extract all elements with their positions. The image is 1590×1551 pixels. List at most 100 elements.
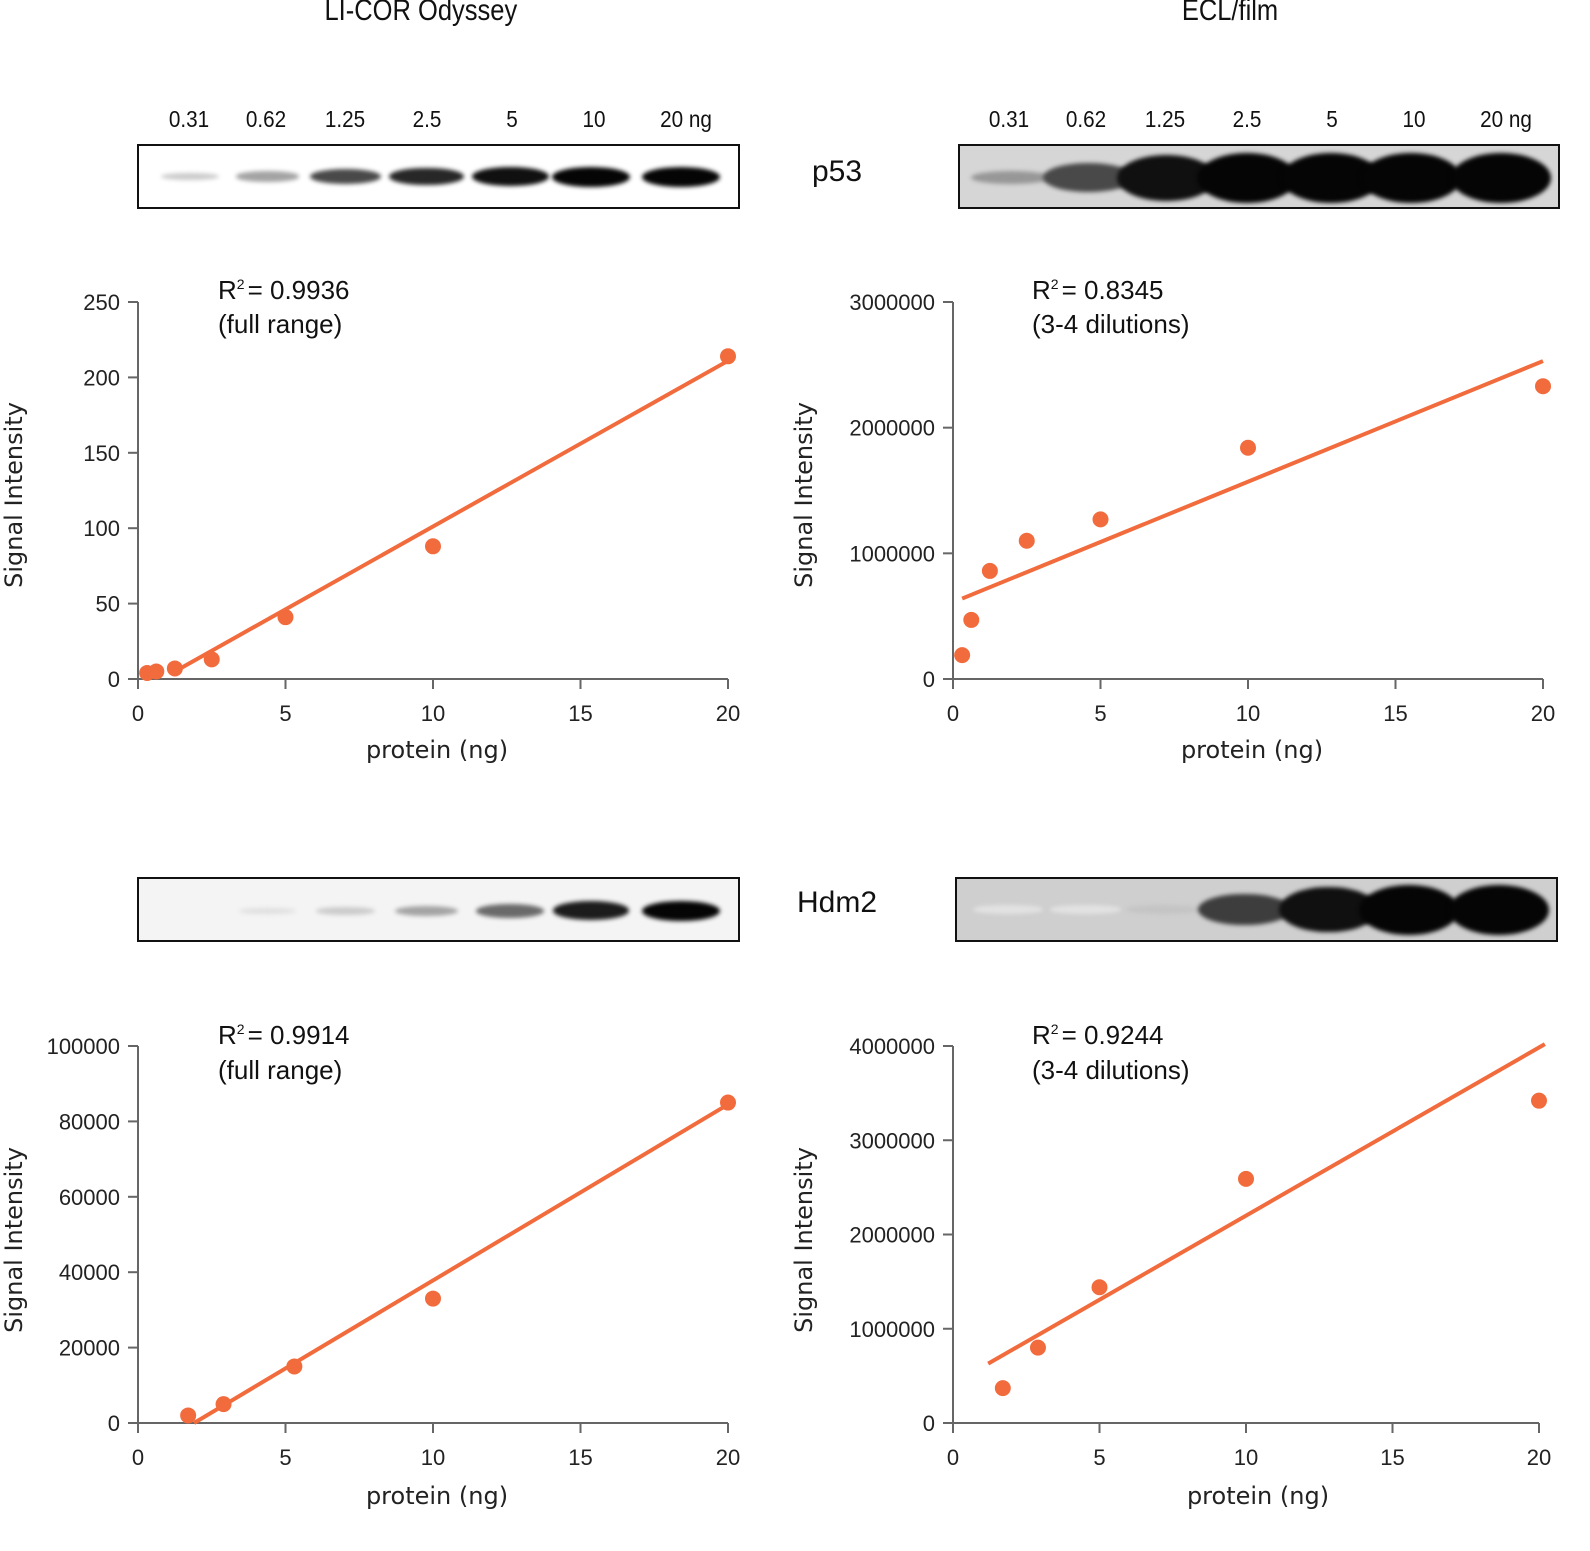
blot-band <box>476 903 545 918</box>
lane-labels-licor: 0.31 0.62 1.25 2.5 5 10 20 ng <box>0 106 800 136</box>
lane-label: 0.31 <box>168 106 210 132</box>
y-axis-title: Signal Intensity <box>790 402 818 588</box>
x-axis-title: protein (ng) <box>1187 1482 1329 1510</box>
r-value: = 0.9244 <box>1062 1020 1164 1050</box>
r-superscript: 2 <box>1051 276 1059 292</box>
fit-line <box>193 1102 730 1425</box>
x-tick-label: 10 <box>421 701 445 726</box>
data-point <box>425 1290 441 1307</box>
y-tick-label: 0 <box>923 667 935 692</box>
data-point <box>148 663 165 680</box>
x-tick-label: 10 <box>1234 1445 1258 1470</box>
blot-band <box>1359 884 1460 935</box>
fit-line <box>987 1042 1546 1366</box>
x-tick-label: 5 <box>279 701 291 726</box>
y-tick-label: 80000 <box>59 1109 120 1134</box>
blot-image-ecl-p53 <box>958 144 1560 209</box>
blot-band <box>239 907 297 914</box>
r-squared-annotation: R2 = 0.9914 <box>218 1020 350 1050</box>
x-tick-label: 20 <box>1531 701 1555 726</box>
x-axis-title: protein (ng) <box>366 736 508 764</box>
r-label: R <box>1032 275 1051 305</box>
lane-label: 0.31 <box>988 106 1030 132</box>
blot-band <box>1451 152 1552 203</box>
chart-ecl-p53: Signal Intensity protein (ng) R2 = 0.8345… <box>790 275 1555 764</box>
data-point <box>1029 1339 1046 1356</box>
fit-line <box>961 359 1544 601</box>
blot-band <box>642 166 721 187</box>
protein-label-p53: p53 <box>812 155 863 188</box>
y-tick-label: 1000000 <box>849 541 935 566</box>
data-point <box>166 660 183 677</box>
blot-band <box>316 906 375 915</box>
fit-range-annotation: (3-4 dilutions) <box>1032 1055 1190 1085</box>
r-value: = 0.9914 <box>248 1020 350 1050</box>
blot-image-licor-p53 <box>137 144 740 209</box>
column-title-licor: LI-COR Odyssey <box>324 0 518 27</box>
blot-band <box>970 171 1052 185</box>
protein-label-hdm2: Hdm2 <box>797 886 878 919</box>
blot-band <box>553 901 630 920</box>
y-tick-label: 100 <box>83 516 120 541</box>
y-tick-label: 60000 <box>59 1185 120 1210</box>
y-axis-title: Signal Intensity <box>0 402 28 588</box>
data-point <box>720 1094 736 1111</box>
y-tick-label: 100000 <box>47 1034 120 1059</box>
blot-band <box>1197 152 1298 203</box>
lane-label: 2.5 <box>1232 106 1262 132</box>
data-point <box>994 1380 1011 1397</box>
lane-label: 5 <box>1326 106 1338 132</box>
y-tick-label: 1000000 <box>849 1317 935 1342</box>
data-point <box>286 1358 303 1375</box>
data-point <box>203 651 220 668</box>
y-tick-label: 0 <box>923 1411 935 1436</box>
fit-line <box>173 359 729 674</box>
lane-label: 20 ng <box>660 106 712 132</box>
blot-band <box>471 166 549 187</box>
r-label: R <box>218 275 237 305</box>
r-superscript: 2 <box>237 1021 245 1037</box>
y-tick-label: 150 <box>83 441 120 466</box>
blot-band <box>1126 905 1201 914</box>
data-point <box>180 1407 197 1424</box>
data-point <box>720 348 736 365</box>
blot-band <box>1050 905 1122 914</box>
x-tick-label: 20 <box>716 701 740 726</box>
y-tick-label: 50 <box>96 592 120 617</box>
blot-band <box>395 905 458 916</box>
r-label: R <box>1032 1020 1051 1050</box>
r-superscript: 2 <box>1051 1021 1059 1037</box>
y-tick-label: 20000 <box>59 1336 120 1361</box>
data-point <box>1240 439 1256 456</box>
blot-band <box>309 168 382 185</box>
x-tick-label: 5 <box>1093 1445 1105 1470</box>
lane-label: 10 <box>1402 106 1426 132</box>
lane-labels-ecl: 0.31 0.62 1.25 2.5 5 10 20 ng <box>0 106 1590 136</box>
data-point <box>954 647 971 664</box>
r-squared-annotation: R2 = 0.9936 <box>218 275 350 305</box>
blot-band <box>1361 152 1462 203</box>
x-tick-label: 15 <box>1380 1445 1404 1470</box>
x-tick-label: 15 <box>1383 701 1407 726</box>
r-value: = 0.9936 <box>248 275 350 305</box>
blot-band <box>389 167 464 186</box>
y-tick-label: 3000000 <box>849 1128 935 1153</box>
y-tick-label: 250 <box>83 290 120 315</box>
x-tick-label: 0 <box>132 1445 144 1470</box>
fit-range-annotation: (3-4 dilutions) <box>1032 309 1190 339</box>
y-tick-label: 2000000 <box>849 416 935 441</box>
r-squared-annotation: R2 = 0.8345 <box>1032 275 1164 305</box>
y-tick-label: 0 <box>108 1411 120 1436</box>
x-tick-label: 0 <box>947 1445 959 1470</box>
blot-image-ecl-hdm2 <box>955 877 1558 942</box>
y-tick-label: 0 <box>108 667 120 692</box>
data-point <box>981 562 998 579</box>
data-point <box>1092 511 1109 528</box>
data-point <box>215 1396 232 1413</box>
lane-label: 1.25 <box>1144 106 1186 132</box>
r-label: R <box>218 1020 237 1050</box>
column-title-ecl: ECL/film <box>1181 0 1279 27</box>
r-superscript: 2 <box>237 276 245 292</box>
chart-licor-hdm2: Signal Intensity protein (ng) R2 = 0.9914… <box>0 1020 740 1510</box>
